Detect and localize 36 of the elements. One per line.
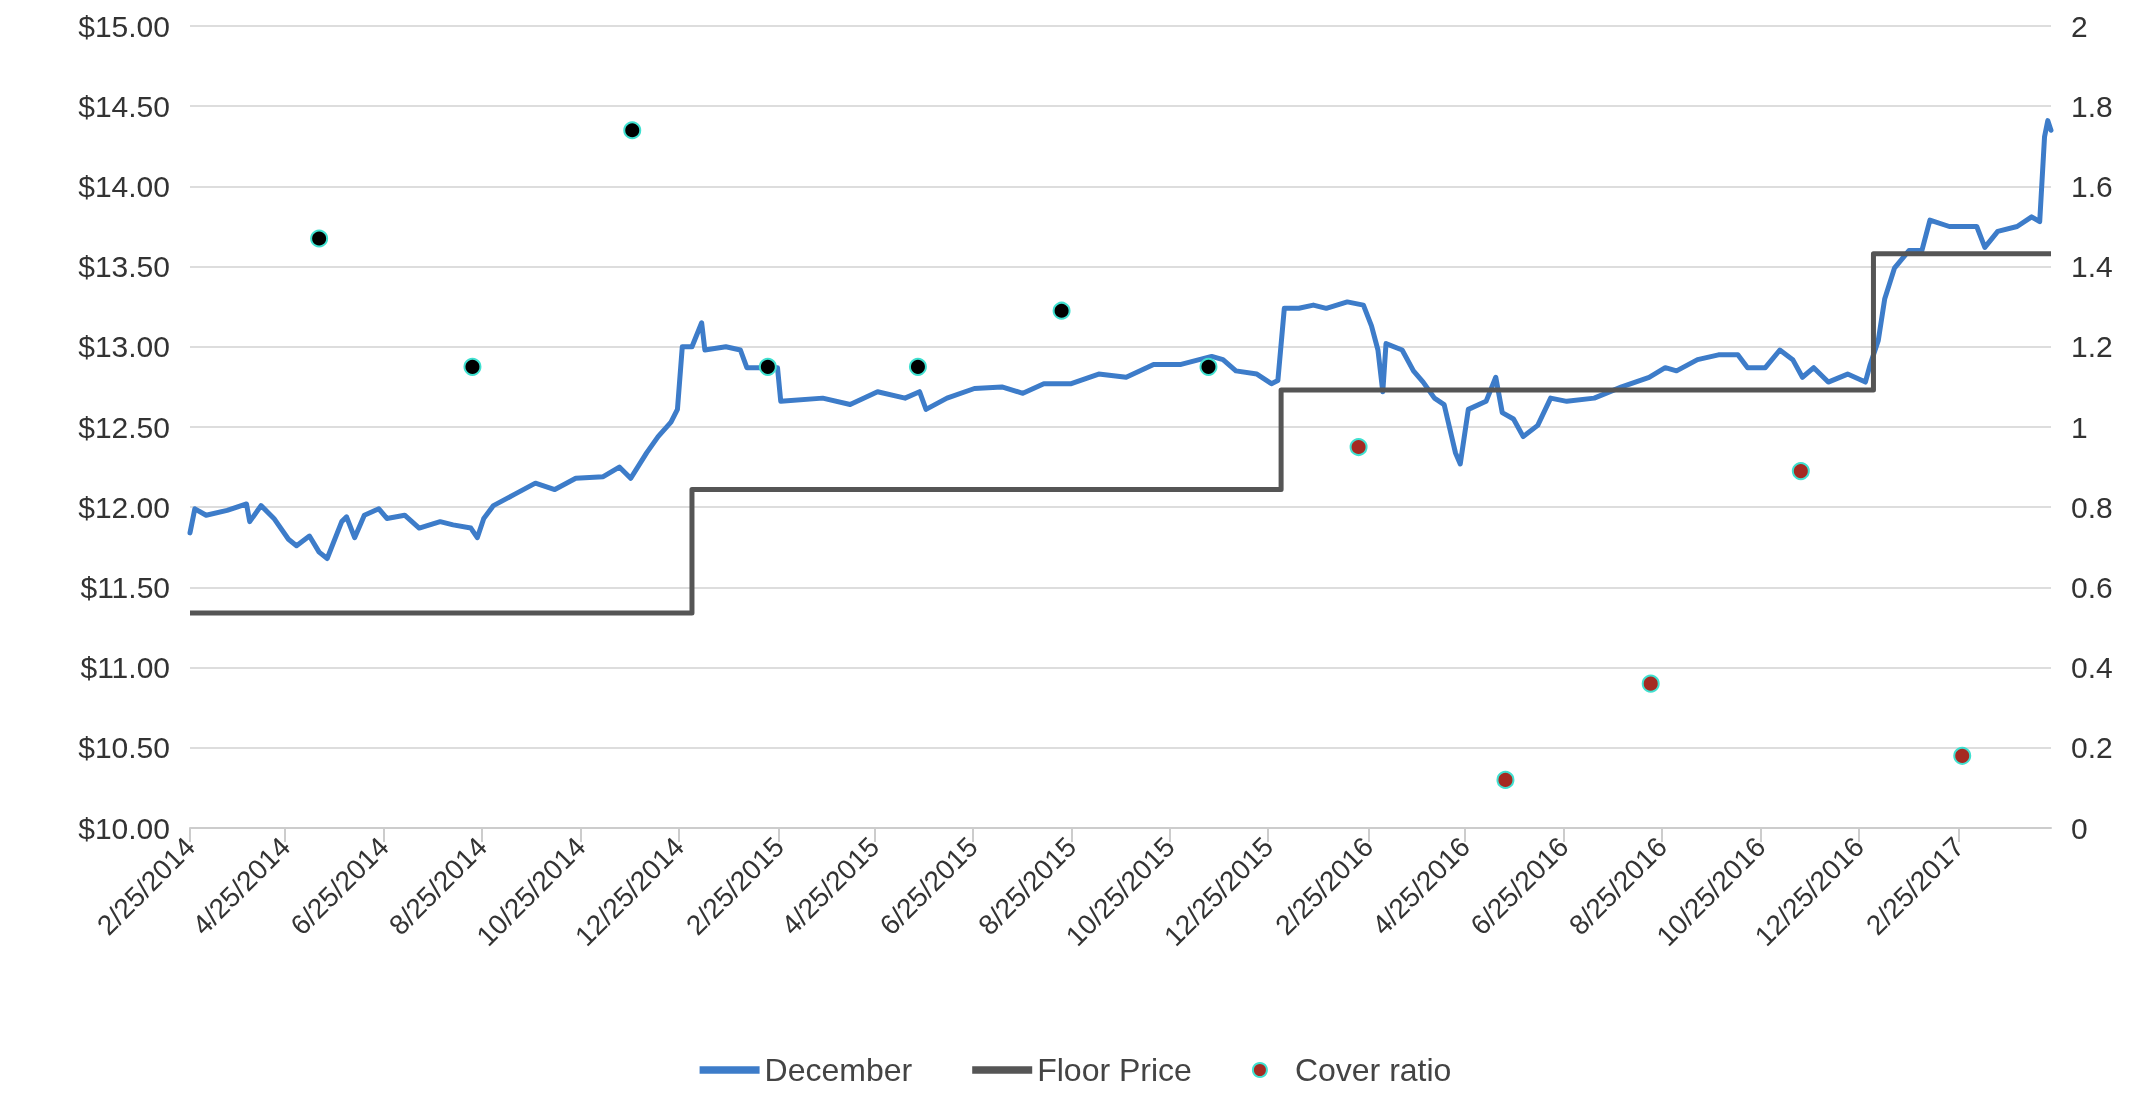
y2-tick-label: 1.8 <box>2071 89 2113 123</box>
point <box>758 357 777 376</box>
point <box>1052 301 1071 320</box>
y-tick-label: $14.00 <box>78 169 170 203</box>
y2-tick-label: 1 <box>2071 410 2088 444</box>
y-tick-label: $15.00 <box>78 9 170 43</box>
y2-tick-label: 1.6 <box>2071 169 2113 203</box>
point <box>1349 438 1368 457</box>
y-tick-label: $12.00 <box>78 490 170 524</box>
y2-tick-label: 0.6 <box>2071 570 2113 604</box>
point <box>463 357 482 376</box>
legend-label: Cover ratio <box>1294 1052 1452 1088</box>
y2-tick-label: 0.4 <box>2071 651 2113 685</box>
point <box>1496 770 1515 789</box>
y-tick-label: $13.50 <box>78 250 170 284</box>
y-tick-label: $11.50 <box>80 570 170 604</box>
y2-tick-label: 1.2 <box>2071 330 2113 364</box>
point <box>908 357 927 376</box>
y2-tick-label: 1.4 <box>2071 250 2113 284</box>
point <box>1641 674 1660 693</box>
y-tick-label: $12.50 <box>78 410 170 444</box>
point <box>1199 357 1218 376</box>
point <box>623 121 642 140</box>
point <box>310 229 329 248</box>
y2-tick-label: 0 <box>2071 811 2088 845</box>
y-tick-label: $11.00 <box>80 651 170 685</box>
legend-label: Floor Price <box>1037 1052 1192 1088</box>
point <box>1953 746 1972 765</box>
y-tick-label: $13.00 <box>78 330 170 364</box>
legend-label: December <box>764 1052 913 1088</box>
point <box>1791 462 1810 481</box>
y2-tick-label: 2 <box>2071 9 2088 43</box>
y2-tick-label: 0.8 <box>2071 490 2113 524</box>
y2-tick-label: 0.2 <box>2071 731 2113 765</box>
y-tick-label: $10.50 <box>78 731 170 765</box>
y-tick-label: $14.50 <box>78 89 170 123</box>
